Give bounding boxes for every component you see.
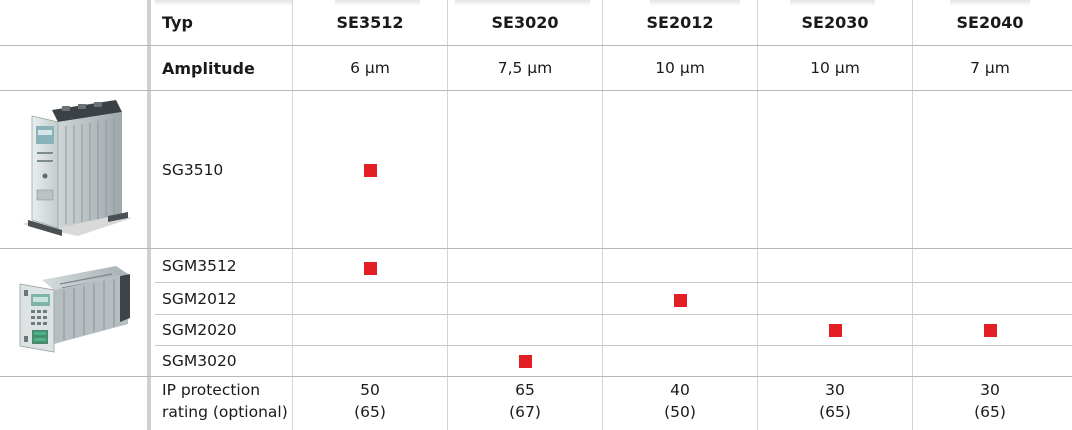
compatibility-marker <box>364 164 377 177</box>
ip-rating-optional-value: (50) <box>664 403 696 421</box>
ip-rating-cell: 65 (67) <box>448 379 602 423</box>
row-divider <box>0 90 1072 91</box>
column-separator <box>757 0 758 430</box>
ip-rating-optional-value: (65) <box>819 403 851 421</box>
ip-rating-value: 65 <box>515 381 535 399</box>
ip-rating-label-line1: IP protection <box>162 381 261 399</box>
top-shade <box>455 0 590 6</box>
row-divider <box>0 45 1072 46</box>
column-header-se2040: SE2040 <box>956 13 1024 32</box>
amplitude-value: 6 μm <box>350 59 390 77</box>
amplitude-value: 7,5 μm <box>497 59 553 77</box>
ip-rating-value: 50 <box>360 381 380 399</box>
compatibility-marker <box>519 355 532 368</box>
amplitude-value: 10 μm <box>655 59 705 77</box>
top-shade <box>155 0 292 6</box>
top-shade <box>650 0 740 6</box>
top-shade <box>950 0 1030 6</box>
label-column-separator <box>147 0 151 430</box>
device-row-label: SGM3512 <box>162 257 237 275</box>
amplitude-value: 10 μm <box>810 59 860 77</box>
row-divider <box>155 345 1072 346</box>
compatibility-marker <box>364 262 377 275</box>
row-divider <box>155 282 1072 283</box>
ip-rating-label: IP protection rating (optional) <box>162 379 288 423</box>
top-shade <box>335 0 420 6</box>
compatibility-marker <box>829 324 842 337</box>
ip-rating-optional-value: (65) <box>974 403 1006 421</box>
device-row-label: SGM3020 <box>162 352 237 370</box>
column-header-se2030: SE2030 <box>801 13 869 32</box>
column-header-se3512: SE3512 <box>336 13 404 32</box>
column-separator <box>447 0 448 430</box>
ip-rating-value: 40 <box>670 381 690 399</box>
row-divider <box>0 376 1072 377</box>
ip-rating-cell: 30 (65) <box>758 379 912 423</box>
ip-rating-value: 30 <box>825 381 845 399</box>
ip-rating-optional-value: (67) <box>509 403 541 421</box>
device-row-label: SGM2012 <box>162 289 237 308</box>
device-row-label: SG3510 <box>162 160 224 179</box>
column-header-se2012: SE2012 <box>646 13 714 32</box>
device-row-label: SGM2020 <box>162 321 237 339</box>
column-separator <box>912 0 913 430</box>
ip-rating-cell: 30 (65) <box>913 379 1067 423</box>
top-shade <box>790 0 875 6</box>
type-header-label: Typ <box>162 13 193 32</box>
column-separator <box>292 0 293 430</box>
ip-rating-value: 30 <box>980 381 1000 399</box>
sg3510-device-image <box>22 100 132 236</box>
sgm-rack-module-image <box>19 266 130 353</box>
ip-rating-label-line2: rating (optional) <box>162 403 288 421</box>
column-separator <box>602 0 603 430</box>
ip-rating-optional-value: (65) <box>354 403 386 421</box>
row-divider <box>0 248 1072 249</box>
amplitude-value: 7 μm <box>970 59 1010 77</box>
ip-rating-cell: 50 (65) <box>293 379 447 423</box>
compatibility-marker <box>984 324 997 337</box>
row-divider <box>155 314 1072 315</box>
ip-rating-cell: 40 (50) <box>603 379 757 423</box>
column-header-se3020: SE3020 <box>491 13 559 32</box>
amplitude-label: Amplitude <box>162 58 255 78</box>
compatibility-marker <box>674 294 687 307</box>
